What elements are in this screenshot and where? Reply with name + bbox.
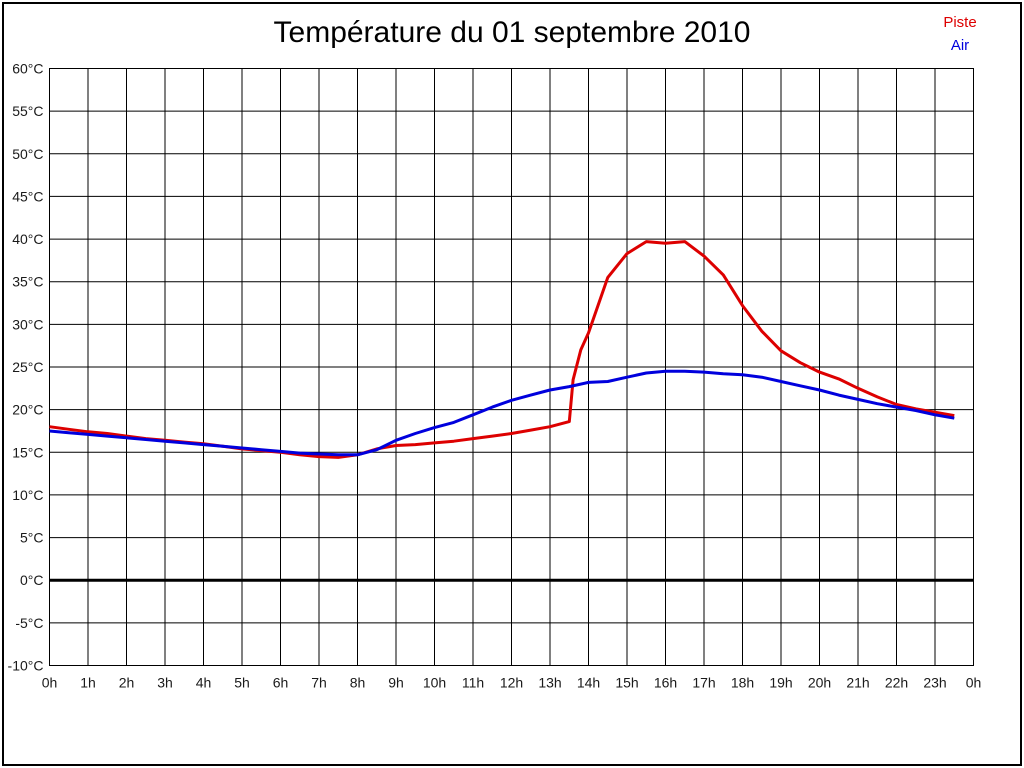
y-tick-label: 15°C — [12, 444, 43, 460]
x-tick-label: 7h — [311, 675, 327, 691]
chart-title: Température du 01 septembre 2010 — [273, 16, 751, 49]
x-tick-label: 3h — [157, 675, 173, 691]
x-tick-label: 20h — [808, 675, 831, 691]
series-line-air — [49, 369, 955, 457]
x-tick-label: 5h — [234, 675, 250, 691]
x-tick-label: 10h — [423, 675, 446, 691]
x-tick-label: 15h — [615, 675, 638, 691]
y-tick-label: -5°C — [15, 615, 43, 631]
legend-entry-air: Air — [950, 37, 970, 54]
plot-border — [49, 68, 974, 666]
y-tick-label: 0°C — [20, 572, 44, 588]
y-tick-label: 30°C — [12, 316, 43, 332]
y-tick-label: 5°C — [20, 530, 44, 546]
x-tick-label: 18h — [731, 675, 754, 691]
x-tick-label: 0h — [42, 675, 58, 691]
x-tick-label: 9h — [388, 675, 404, 691]
y-tick-label: 55°C — [12, 103, 43, 119]
y-tick-label: 60°C — [12, 61, 43, 77]
x-tick-label: 4h — [196, 675, 212, 691]
x-tick-label: 2h — [119, 675, 135, 691]
y-tick-label: -10°C — [8, 658, 44, 674]
y-tick-label: 50°C — [12, 146, 43, 162]
x-tick-label: 13h — [538, 675, 561, 691]
series-line-piste — [49, 240, 955, 459]
x-tick-label: 14h — [577, 675, 600, 691]
legend-entry-piste: Piste — [943, 14, 977, 31]
y-tick-label: 45°C — [12, 188, 43, 204]
y-tick-label: 25°C — [12, 359, 43, 375]
x-tick-label: 12h — [500, 675, 523, 691]
y-tick-label: 10°C — [12, 487, 43, 503]
legend: Piste Air — [928, 11, 992, 57]
x-tick-label: 8h — [350, 675, 366, 691]
y-tick-label: 40°C — [12, 231, 43, 247]
x-tick-label: 1h — [80, 675, 96, 691]
x-tick-label: 22h — [885, 675, 908, 691]
x-tick-label: 19h — [769, 675, 792, 691]
x-tick-label: 23h — [923, 675, 946, 691]
x-tick-label: 0h — [966, 675, 982, 691]
y-tick-label: 20°C — [12, 402, 43, 418]
x-tick-label: 16h — [654, 675, 677, 691]
x-tick-label: 21h — [846, 675, 869, 691]
x-tick-label: 11h — [462, 675, 484, 691]
x-tick-label: 17h — [692, 675, 715, 691]
x-tick-label: 6h — [273, 675, 289, 691]
y-tick-label: 35°C — [12, 274, 43, 290]
